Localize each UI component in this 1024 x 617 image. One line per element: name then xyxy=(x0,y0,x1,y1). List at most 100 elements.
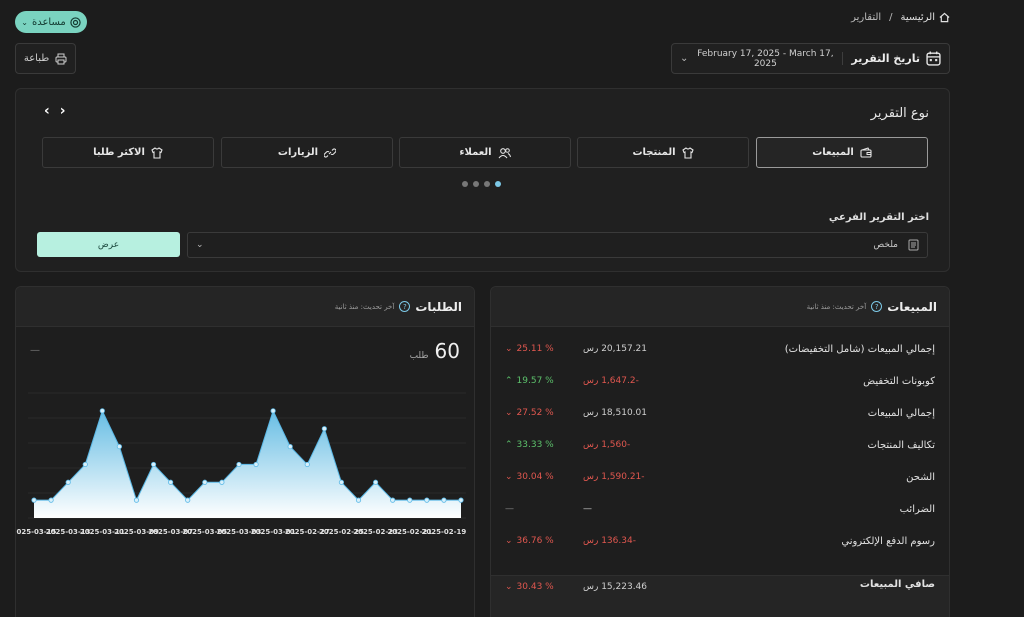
lifebuoy-icon xyxy=(70,16,81,28)
data-point[interactable] xyxy=(270,408,276,414)
sales-row-label: الشحن xyxy=(906,471,935,483)
breadcrumb-current: التقارير xyxy=(851,12,882,23)
help-button[interactable]: مساعدة ⌄ xyxy=(15,11,87,33)
tab-visits[interactable]: الزيارات xyxy=(221,137,393,168)
print-button[interactable]: طباعة xyxy=(15,43,76,74)
x-tick-label: 2025-03-05 xyxy=(182,528,227,536)
data-point[interactable] xyxy=(458,497,464,503)
x-tick-label: 2025-03-13 xyxy=(46,528,91,536)
data-point[interactable] xyxy=(304,461,310,468)
print-button-label: طباعة xyxy=(23,53,50,64)
tab-best-sellers[interactable]: الاكثر طلبا xyxy=(42,137,214,168)
trend-down-icon: ⌄ xyxy=(505,536,513,546)
breadcrumb-home[interactable]: الرئيسية xyxy=(901,12,950,23)
x-tick-label: 2025-03-01 xyxy=(251,528,296,536)
sales-row-change: ⌄ 25.11 % xyxy=(505,344,565,354)
trend-down-icon: ⌄ xyxy=(505,582,513,592)
sales-row: كوبونات التخفيض -1,647.2 رس ⌃ 19.57 % xyxy=(491,371,949,391)
sales-row-amount: -1,560 رس xyxy=(583,440,631,450)
data-point[interactable] xyxy=(407,497,413,503)
sales-row-change: ⌄ 36.76 % xyxy=(505,536,565,546)
data-point[interactable] xyxy=(219,479,225,485)
net-sales-label: صافي المبيعات xyxy=(859,579,935,590)
tab-label: المنتجات xyxy=(632,147,676,158)
carousel-dot[interactable] xyxy=(473,181,479,187)
users-icon xyxy=(498,147,511,158)
tab-sales[interactable]: المبيعات xyxy=(756,137,928,168)
tab-products[interactable]: المنتجات xyxy=(577,137,749,168)
sales-row: إجمالي المبيعات (شامل التخفيضات) 20,157.2… xyxy=(491,339,949,359)
trend-up-icon: ⌃ xyxy=(505,376,513,386)
sales-row-amount: -1,590.21 رس xyxy=(583,472,645,482)
trend-down-icon: ⌄ xyxy=(505,408,513,418)
sales-row-change: ⌃ 33.33 % xyxy=(505,440,565,450)
data-point[interactable] xyxy=(31,497,37,503)
orders-area-chart: 2025-03-152025-03-132025-03-112025-03-09… xyxy=(16,392,467,536)
data-point[interactable] xyxy=(150,461,157,468)
chevron-right-icon[interactable]: › xyxy=(59,103,66,119)
sales-row-amount: 18,510.01 رس xyxy=(583,408,648,418)
x-tick-label: 2025-02-19 xyxy=(422,528,467,536)
question-icon[interactable]: ? xyxy=(871,301,883,312)
carousel-arrows: ‹ › xyxy=(44,103,66,119)
sub-report-value: ملخص xyxy=(873,240,898,250)
sales-row: إجمالي المبيعات 18,510.01 رس ⌄ 27.52 % xyxy=(491,403,949,423)
data-point[interactable] xyxy=(48,497,54,503)
chevron-left-icon[interactable]: ‹ xyxy=(44,103,50,119)
data-point[interactable] xyxy=(236,461,242,468)
sales-row-label: الضرائب xyxy=(899,503,935,515)
sales-row-label: إجمالي المبيعات xyxy=(867,407,935,419)
data-point[interactable] xyxy=(133,497,140,503)
sales-row-pct: 27.52 % xyxy=(516,408,554,418)
breadcrumb-home-label: الرئيسية xyxy=(900,12,935,23)
data-point[interactable] xyxy=(65,479,71,485)
orders-compare: — xyxy=(30,345,40,356)
sales-row: الشحن -1,590.21 رس ⌄ 30.04 % xyxy=(491,467,949,487)
x-tick-label: 2025-02-21 xyxy=(387,528,432,536)
sales-row-pct: 36.76 % xyxy=(516,536,554,546)
breadcrumb: الرئيسية / التقارير xyxy=(851,12,950,23)
date-range-picker[interactable]: تاريخ التقرير February 17, 2025 - March … xyxy=(671,43,950,74)
x-tick-label: 2025-02-23 xyxy=(353,528,398,536)
data-point[interactable] xyxy=(202,479,208,485)
data-point[interactable] xyxy=(441,497,447,503)
data-point[interactable] xyxy=(424,497,430,503)
sales-card-title: المبيعات xyxy=(887,299,937,314)
data-point[interactable] xyxy=(372,479,379,485)
data-point[interactable] xyxy=(253,461,259,468)
data-point[interactable] xyxy=(82,461,88,468)
data-point[interactable] xyxy=(355,497,362,503)
date-filter-label: تاريخ التقرير xyxy=(842,52,920,65)
sub-report-select[interactable]: ملخص ⌄ xyxy=(187,232,928,258)
calendar-icon xyxy=(926,51,941,66)
x-tick-label: 2025-03-09 xyxy=(114,528,159,536)
carousel-dot[interactable] xyxy=(484,181,490,187)
trend-down-icon: ⌄ xyxy=(505,344,513,354)
x-tick-label: 2025-02-27 xyxy=(285,528,330,536)
data-point[interactable] xyxy=(390,497,396,503)
orders-total-value: 60 xyxy=(434,339,460,363)
data-point[interactable] xyxy=(287,443,293,450)
tab-label: المبيعات xyxy=(812,147,854,158)
orders-card: الطلبات ? آخر تحديث: منذ ثانية 60 طلب — … xyxy=(15,286,475,617)
data-point[interactable] xyxy=(338,479,345,485)
printer-icon xyxy=(55,53,67,64)
net-sales-amount: 15,223.46 رس xyxy=(583,582,648,592)
data-point[interactable] xyxy=(185,497,191,503)
data-point[interactable] xyxy=(168,479,174,485)
data-point[interactable] xyxy=(321,426,327,432)
carousel-dot-active[interactable] xyxy=(495,181,501,187)
orders-card-title: الطلبات xyxy=(415,299,462,314)
tab-customers[interactable]: العملاء xyxy=(399,137,571,168)
view-button[interactable]: عرض xyxy=(37,232,180,257)
sales-row-pct: 19.57 % xyxy=(516,376,554,386)
shirt-icon xyxy=(681,146,694,159)
orders-line xyxy=(34,409,461,502)
question-icon[interactable]: ? xyxy=(399,301,411,312)
orders-card-header: الطلبات ? آخر تحديث: منذ ثانية xyxy=(16,287,474,327)
carousel-dot[interactable] xyxy=(462,181,468,187)
last-updated: آخر تحديث: منذ ثانية xyxy=(806,302,867,311)
data-point[interactable] xyxy=(99,408,105,414)
sales-row-change: ⌄ 30.04 % xyxy=(505,472,565,482)
data-point[interactable] xyxy=(116,443,123,450)
